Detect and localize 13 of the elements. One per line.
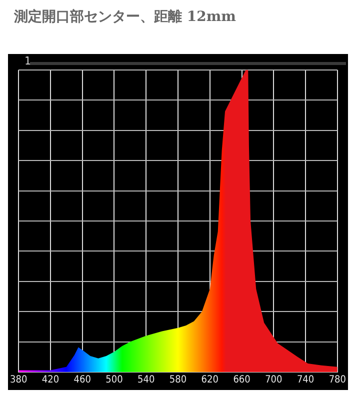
x-tick-label: 780 bbox=[328, 374, 346, 386]
text: 1 bbox=[24, 54, 31, 68]
x-tick-label: 620 bbox=[201, 374, 219, 386]
x-tick-label: 660 bbox=[233, 374, 251, 386]
x-tick-label: 420 bbox=[42, 374, 60, 386]
x-tick-label: 500 bbox=[106, 374, 124, 386]
x-tick-label: 740 bbox=[296, 374, 314, 386]
chart-title: 測定開口部センター、距離 12mm bbox=[14, 8, 237, 26]
x-tick-label: 580 bbox=[169, 374, 187, 386]
x-tick-label: 700 bbox=[265, 374, 283, 386]
x-tick-label: 380 bbox=[10, 374, 28, 386]
x-tick-label: 540 bbox=[138, 374, 155, 386]
x-tick-label: 460 bbox=[74, 374, 92, 386]
